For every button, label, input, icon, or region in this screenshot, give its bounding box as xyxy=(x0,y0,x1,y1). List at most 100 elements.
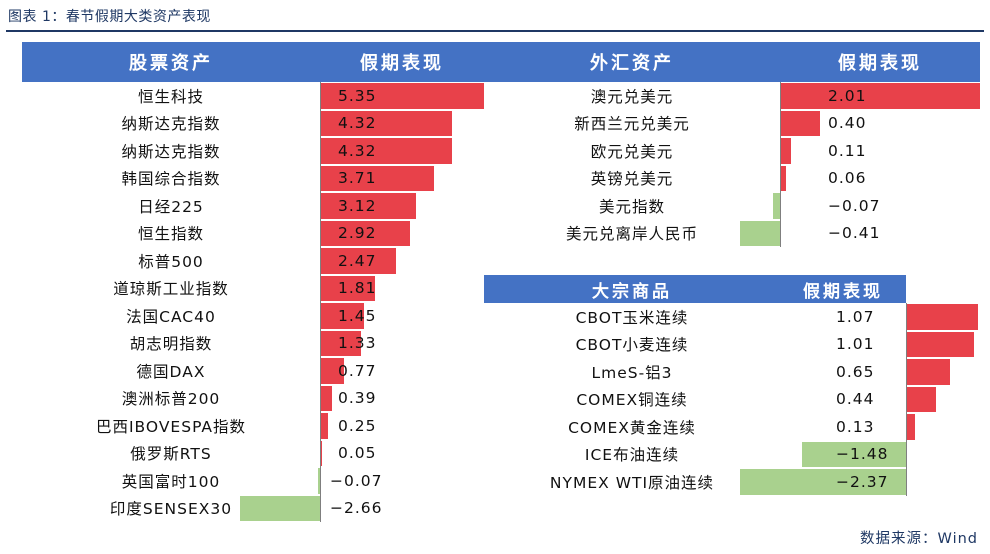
stocks-value: 0.39 xyxy=(338,389,377,408)
stocks-bar xyxy=(317,468,320,494)
stocks-bar xyxy=(320,138,453,164)
stocks-name: 德国DAX xyxy=(136,362,206,381)
stocks-value: 1.81 xyxy=(338,279,377,298)
stocks-name: 法国CAC40 xyxy=(126,307,216,326)
commodities-value: −1.48 xyxy=(836,445,889,464)
stocks-name: 英国富时100 xyxy=(121,472,221,491)
data-source: 数据来源：Wind xyxy=(860,531,978,547)
stocks-value: 5.35 xyxy=(338,86,377,105)
stocks-value: 0.25 xyxy=(338,416,377,435)
stocks-value-cell: 1.81 xyxy=(240,275,484,303)
commodities-name: COMEX黄金连续 xyxy=(568,418,696,437)
fx-bar xyxy=(780,138,791,164)
stocks-bar xyxy=(240,495,320,521)
commodities-value: −2.37 xyxy=(836,472,889,491)
stocks-value-cell: 1.45 xyxy=(240,302,484,330)
commodities-value-cell: 0.65 xyxy=(740,358,980,386)
commodities-bar xyxy=(906,331,974,357)
stocks-bar xyxy=(320,330,361,356)
stocks-name: 纳斯达克指数 xyxy=(121,142,221,161)
stocks-value-cell: −2.66 xyxy=(240,495,484,523)
stocks-name: 澳洲标普200 xyxy=(121,390,221,409)
stocks-value-cell: 4.32 xyxy=(240,110,484,138)
stocks-value: 4.32 xyxy=(338,114,377,133)
stocks-value-cell: −0.07 xyxy=(240,467,484,495)
commodities-value: 1.01 xyxy=(836,335,875,354)
stocks-value-cell: 2.47 xyxy=(240,247,484,275)
stocks-value-cell: 5.35 xyxy=(240,82,484,110)
stocks-bar xyxy=(320,413,328,439)
stocks-value-cell: 3.12 xyxy=(240,192,484,220)
fx-name: 新西兰元兑美元 xyxy=(574,115,690,134)
report-caption: 图表 1：春节假期大类资产表现 xyxy=(8,9,211,25)
stocks-name: 日经225 xyxy=(138,197,204,216)
stocks-value-cell: 0.05 xyxy=(240,440,484,468)
stocks-value: −0.07 xyxy=(330,471,383,490)
fx-name: 英镑兑美元 xyxy=(590,170,674,189)
commodities-bar xyxy=(906,414,915,440)
fx-name: 澳元兑美元 xyxy=(590,87,674,106)
stocks-name: 俄罗斯RTS xyxy=(130,445,212,464)
stocks-value: 3.71 xyxy=(338,169,377,188)
commodities-value-cell: 1.07 xyxy=(740,303,980,331)
commodities-name: CBOT玉米连续 xyxy=(575,308,689,327)
commodities-value-cell: 0.13 xyxy=(740,413,980,441)
fx-value: 0.11 xyxy=(828,141,867,160)
commodities-value: 0.65 xyxy=(836,362,875,381)
commodities-value: 0.44 xyxy=(836,390,875,409)
stocks-value: −2.66 xyxy=(330,499,383,518)
stocks-value-cell: 3.71 xyxy=(240,165,484,193)
commodities-value-cell: 0.44 xyxy=(740,386,980,414)
stocks-name: 纳斯达克指数 xyxy=(121,115,221,134)
stocks-value-cell: 0.25 xyxy=(240,412,484,440)
fx-value-cell: 0.06 xyxy=(740,165,980,193)
header-stocks: 股票资产 xyxy=(22,42,320,82)
stocks-bar xyxy=(320,248,396,274)
stocks-name: 恒生科技 xyxy=(137,87,204,106)
fx-value: 2.01 xyxy=(828,86,867,105)
commodities-value-cell: 1.01 xyxy=(740,331,980,359)
fx-name: 美元兑离岸人民币 xyxy=(565,225,698,244)
stocks-bar xyxy=(320,358,344,384)
stocks-value: 0.05 xyxy=(338,444,377,463)
commodities-bar xyxy=(802,441,906,467)
header-commodities: 大宗商品 xyxy=(484,275,780,303)
fx-bar xyxy=(740,220,780,246)
commodities-value: 1.07 xyxy=(836,307,875,326)
commodities-value: 0.13 xyxy=(836,417,875,436)
stocks-bar xyxy=(320,165,434,191)
commodities-bar xyxy=(906,304,978,330)
commodities-axis-line xyxy=(906,303,907,496)
stocks-bar xyxy=(320,385,332,411)
fx-value-cell: 2.01 xyxy=(740,82,980,110)
fx-value-cell: 0.11 xyxy=(740,137,980,165)
commodities-name: ICE布油连续 xyxy=(584,446,680,465)
stocks-name: 恒生指数 xyxy=(137,225,204,244)
stocks-name: 道琼斯工业指数 xyxy=(113,280,229,299)
commodities-name: LmeS-铝3 xyxy=(591,363,673,382)
fx-bar xyxy=(780,110,820,136)
stocks-bar xyxy=(320,275,376,301)
commodities-bar xyxy=(906,359,950,385)
header-stocks-perf: 假期表现 xyxy=(320,42,484,82)
header-commodities-perf: 假期表现 xyxy=(780,275,906,303)
stocks-value-cell: 1.33 xyxy=(240,330,484,358)
stocks-value: 1.45 xyxy=(338,306,377,325)
commodities-value-cell: −2.37 xyxy=(740,468,980,496)
stocks-bar xyxy=(320,303,365,329)
stocks-value: 3.12 xyxy=(338,196,377,215)
stocks-value: 0.77 xyxy=(338,361,377,380)
fx-bar xyxy=(780,165,786,191)
fx-value: 0.40 xyxy=(828,114,867,133)
stocks-name: 印度SENSEX30 xyxy=(109,500,233,519)
fx-value-cell: −0.41 xyxy=(740,220,980,248)
stocks-value-cell: 4.32 xyxy=(240,137,484,165)
stocks-bar xyxy=(320,110,453,136)
fx-axis-line xyxy=(780,82,781,247)
commodities-bar xyxy=(906,386,936,412)
stocks-value: 1.33 xyxy=(338,334,377,353)
commodities-name: CBOT小麦连续 xyxy=(575,336,689,355)
stocks-value-cell: 2.92 xyxy=(240,220,484,248)
stocks-value-cell: 0.77 xyxy=(240,357,484,385)
fx-value-cell: −0.07 xyxy=(740,192,980,220)
